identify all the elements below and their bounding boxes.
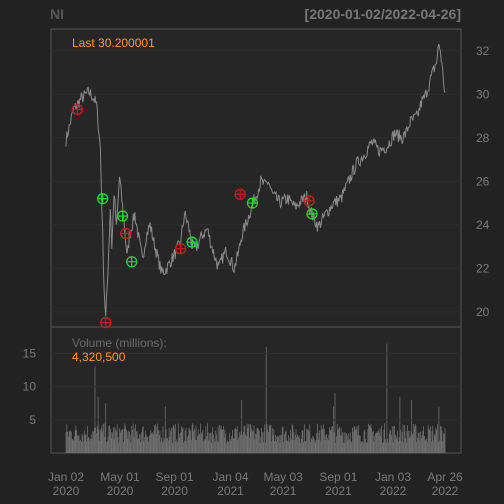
date-tick-year: 2020 <box>161 484 188 498</box>
price-tick-label: 30 <box>476 87 490 101</box>
price-tick-label: 32 <box>476 44 490 58</box>
date-tick-year: 2020 <box>53 484 80 498</box>
date-tick-year: 2020 <box>107 484 134 498</box>
date-tick-year: 2021 <box>325 484 352 498</box>
red-signal-marker <box>234 188 246 200</box>
volume-tick-label: 5 <box>29 413 36 427</box>
red-signal-marker <box>71 103 84 116</box>
price-axis-ticks: 20 22 24 26 28 30 32 <box>476 44 490 319</box>
green-signal-marker <box>246 197 259 209</box>
price-tick-label: 24 <box>476 218 490 232</box>
date-tick-label: Jan 04 <box>212 470 248 484</box>
green-signal-marker <box>126 256 138 268</box>
date-tick-year: 2021 <box>270 484 297 498</box>
date-tick-label: Sep 01 <box>156 470 194 484</box>
date-tick-year: 2021 <box>217 484 244 498</box>
red-signal-marker <box>119 227 132 240</box>
signal-markers <box>71 103 318 329</box>
chart-date-range: [2020-01-02/2022-04-26] <box>304 6 461 22</box>
volume-last-value: 4,320,500 <box>72 350 126 364</box>
volume-tick-label: 10 <box>23 380 37 394</box>
volume-title: Volume (millions): <box>72 336 167 350</box>
price-tick-label: 22 <box>476 261 490 275</box>
price-grid <box>51 50 461 313</box>
date-tick-year: 2022 <box>380 484 407 498</box>
red-signal-marker <box>174 243 187 255</box>
chart-ticker: NI <box>50 6 64 22</box>
date-tick-label: May 01 <box>100 470 140 484</box>
price-tick-label: 28 <box>476 131 490 145</box>
volume-axis-ticks: 5 10 15 <box>23 347 461 427</box>
date-tick-label: Apr 26 <box>427 470 463 484</box>
volume-bars <box>65 343 446 453</box>
price-tick-label: 20 <box>476 305 490 319</box>
green-signal-marker <box>186 236 198 248</box>
date-tick-label: Jan 03 <box>375 470 411 484</box>
price-tick-label: 26 <box>476 174 490 188</box>
volume-tick-label: 15 <box>23 347 37 361</box>
red-signal-marker <box>303 195 315 207</box>
green-signal-marker <box>97 193 109 205</box>
date-tick-label: Jan 02 <box>48 470 84 484</box>
price-panel <box>50 28 462 328</box>
green-signal-marker <box>116 210 129 222</box>
date-tick-label: May 03 <box>263 470 303 484</box>
green-signal-marker <box>306 208 318 220</box>
red-signal-marker <box>100 316 112 329</box>
date-tick-label: Sep 01 <box>319 470 357 484</box>
date-tick-year: 2022 <box>432 484 459 498</box>
last-price-label: Last 30.200001 <box>72 36 155 50</box>
